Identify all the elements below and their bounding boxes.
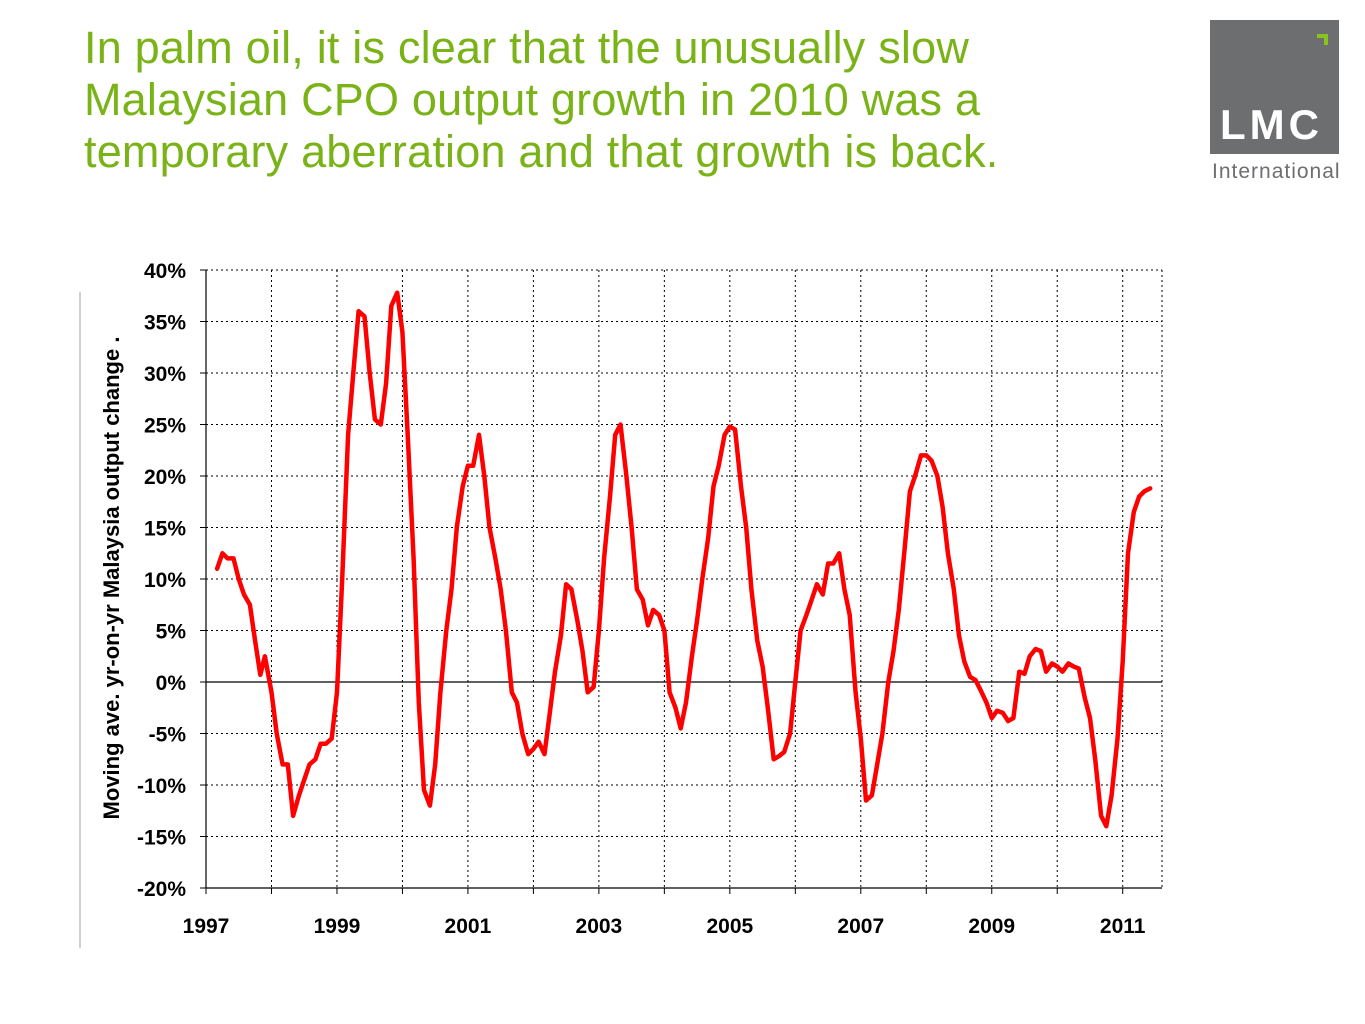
x-tick-label: 1999 bbox=[314, 915, 361, 938]
lmc-logo: LMC bbox=[1210, 20, 1339, 154]
axes bbox=[200, 269, 1162, 894]
y-tick-label: 40% bbox=[144, 260, 186, 283]
x-tick-label: 2009 bbox=[968, 915, 1015, 938]
y-tick-labels: 40% 35% 30% 25% 20% 15% 10% 5% 0% -5% -10% -15% -20% bbox=[137, 260, 186, 901]
y-tick-label: 30% bbox=[144, 363, 186, 386]
y-tick-label: -5% bbox=[149, 724, 187, 747]
x-tick-labels: 1997 1999 2001 2003 2005 2007 2009 2011 bbox=[183, 915, 1146, 938]
y-tick-label: -10% bbox=[137, 775, 186, 798]
logo-wordmark: LMC bbox=[1220, 101, 1323, 148]
y-tick-label: 10% bbox=[144, 569, 186, 592]
series-group bbox=[214, 290, 1153, 829]
y-tick-label: 15% bbox=[144, 518, 186, 541]
logo-corner-mark bbox=[1317, 34, 1328, 45]
x-tick-label: 2001 bbox=[445, 915, 492, 938]
y-tick-label: 20% bbox=[144, 466, 186, 489]
y-tick-label: 0% bbox=[156, 672, 187, 695]
slide-title: In palm oil, it is clear that the unusua… bbox=[84, 22, 999, 177]
y-tick-label: -20% bbox=[137, 878, 186, 901]
series-line bbox=[214, 290, 1153, 829]
x-tick-label: 2005 bbox=[706, 915, 753, 938]
grid-lines bbox=[206, 269, 1163, 888]
x-tick-label: 2003 bbox=[576, 915, 623, 938]
y-tick-label: 35% bbox=[144, 312, 186, 335]
y-tick-label: 5% bbox=[156, 621, 187, 644]
left-divider bbox=[79, 292, 81, 948]
x-tick-label: 1997 bbox=[183, 915, 230, 938]
y-tick-label: 25% bbox=[144, 415, 186, 438]
y-tick-label: -15% bbox=[137, 827, 186, 850]
logo-subtitle: International bbox=[1212, 160, 1341, 183]
x-tick-label: 2011 bbox=[1100, 915, 1146, 938]
x-tick-label: 2007 bbox=[837, 915, 884, 938]
